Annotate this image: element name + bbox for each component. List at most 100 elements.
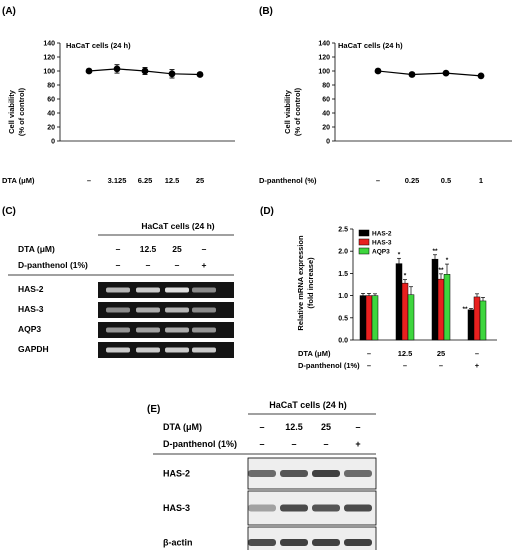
blot-band	[312, 504, 340, 512]
panel-d-ylabel-line2: (fold increase)	[306, 257, 315, 309]
gel-band	[192, 327, 216, 333]
panel-d-bar	[365, 295, 373, 341]
panel-b-data-point	[408, 71, 416, 78]
panel-d-bar	[371, 295, 379, 341]
panel-b-y-tick-label: 20	[322, 125, 330, 132]
gel-band	[192, 287, 216, 293]
panel-c-gel: HAS-2 HAS-3 AQP3 GAPDH	[18, 282, 234, 358]
panel-a-category-label: 6.25	[138, 176, 153, 185]
panel-b-y-tick-label: 40	[322, 111, 330, 118]
panel-b-category-label: –	[376, 176, 380, 185]
panel-e-treatment-value: 25	[321, 422, 331, 432]
panel-d-significance-mark: **	[438, 267, 444, 274]
panel-b-category-label: 0.25	[405, 176, 420, 185]
panel-c-header: HaCaT cells (24 h)	[141, 221, 214, 231]
blot-band	[248, 504, 276, 512]
panel-d-legend-label: HAS-3	[372, 240, 392, 247]
panel-d-ylabel: Relative mRNA expression (fold increase)	[296, 235, 315, 331]
blot-strip	[247, 526, 377, 550]
blot-row-label: HAS-2	[163, 469, 190, 479]
blot-band	[280, 539, 308, 546]
gel-row-label: AQP3	[18, 324, 41, 334]
panel-d-treatment-value: 25	[437, 349, 445, 358]
gel-band	[136, 327, 160, 333]
panel-d-significance-mark: *	[446, 257, 449, 264]
blot-band	[344, 504, 372, 512]
panel-d-y-tick-label: 0.0	[338, 338, 348, 345]
gel-band	[165, 307, 189, 313]
blot-band	[280, 504, 308, 512]
panel-d-legend-swatch	[358, 229, 370, 237]
panel-a-label: (A)	[2, 6, 16, 17]
panel-e-blot: HAS-2 HAS-3 β-actin	[163, 457, 377, 550]
panel-a-y-tick-label: 0	[51, 139, 55, 146]
panel-d-bar	[401, 282, 409, 341]
gel-row-label: HAS-3	[18, 304, 44, 314]
panel-d-bar	[431, 258, 439, 341]
panel-d-legend-label: AQP3	[372, 249, 390, 256]
panel-e-treatment-value: –	[259, 439, 264, 449]
panel-d-bar	[473, 296, 481, 341]
panel-d-chart: 0.00.51.01.52.02.5*********	[338, 227, 497, 345]
panel-b-data-point	[442, 69, 450, 77]
panel-d-treatment-value: –	[439, 361, 443, 370]
panel-d-bar	[407, 294, 415, 341]
panel-a-category-label: –	[87, 176, 91, 185]
panel-a-data-point	[113, 65, 121, 73]
blot-band	[312, 539, 340, 546]
panel-e-row1-label: DTA (μM)	[163, 422, 202, 432]
blot-band	[312, 470, 340, 477]
panel-a-ylabel-line2: (% of control)	[17, 87, 26, 136]
panel-d-label: (D)	[260, 206, 274, 217]
panel-d-treatment-value: –	[475, 349, 479, 358]
panel-c: (C) HaCaT cells (24 h) DTA (μM) D-panthe…	[2, 206, 234, 358]
panel-d-legend-swatch	[358, 238, 370, 246]
panel-c-treatment-value: 25	[172, 244, 182, 254]
gel-band	[192, 347, 216, 353]
panel-b-chart-title: HaCaT cells (24 h)	[338, 41, 403, 50]
gel-band	[136, 307, 160, 313]
blot-row-label: HAS-3	[163, 503, 190, 513]
panel-d-significance-mark: *	[404, 273, 407, 280]
panel-d-bar	[359, 295, 367, 341]
panel-c-treatment-value: –	[116, 244, 121, 254]
panel-a-data-point	[141, 67, 149, 75]
panel-e: (E) HaCaT cells (24 h) DTA (μM) D-panthe…	[147, 400, 377, 550]
panel-c-row1-label: DTA (μM)	[18, 244, 55, 254]
panel-a: (A) HaCaT cells (24 h) Cell viability (%…	[2, 6, 235, 185]
panel-b-ylabel-line2: (% of control)	[293, 87, 302, 136]
panel-c-treatment-value: –	[116, 260, 121, 270]
gel-band	[165, 287, 189, 293]
panel-a-ylabel: Cell viability (% of control)	[7, 87, 26, 136]
panel-e-treatment-value: –	[355, 422, 360, 432]
panel-a-category-label: 3.125	[108, 176, 127, 185]
panel-a-categories: – 3.125 6.25 12.5 25	[87, 176, 204, 185]
gel-band	[136, 347, 160, 353]
panel-d-bar	[479, 300, 487, 341]
panel-b-y-tick-label: 60	[322, 97, 330, 104]
gel-band	[106, 287, 130, 293]
panel-a-data-point	[85, 67, 93, 75]
panel-d-y-tick-label: 1.0	[338, 293, 348, 300]
panel-a-y-tick-label: 100	[43, 69, 55, 76]
panel-d-treatment-value: 12.5	[398, 349, 413, 358]
panel-d-bar	[443, 274, 451, 341]
panel-b-row-label: D-panthenol (%)	[259, 176, 317, 185]
panel-c-row2-label: D-panthenol (1%)	[18, 260, 88, 270]
panel-d-y-tick-label: 0.5	[338, 315, 348, 322]
panel-b-categories: – 0.25 0.5 1	[376, 176, 483, 185]
panel-e-treatment-value: –	[259, 422, 264, 432]
panel-a-data-point	[196, 71, 204, 78]
gel-band	[165, 327, 189, 333]
panel-d-significance-mark: *	[398, 251, 401, 258]
panel-b-y-tick-label: 140	[318, 41, 330, 48]
panel-a-data-point	[168, 70, 176, 78]
gel-row-label: HAS-2	[18, 284, 44, 294]
blot-band	[248, 539, 276, 546]
panel-e-treatment-value: +	[355, 439, 360, 449]
blot-row-label: β-actin	[163, 538, 193, 548]
panel-a-y-tick-label: 60	[47, 97, 55, 104]
blot-band	[248, 470, 276, 477]
panel-c-label: (C)	[2, 206, 16, 217]
panel-b-label: (B)	[259, 6, 273, 17]
